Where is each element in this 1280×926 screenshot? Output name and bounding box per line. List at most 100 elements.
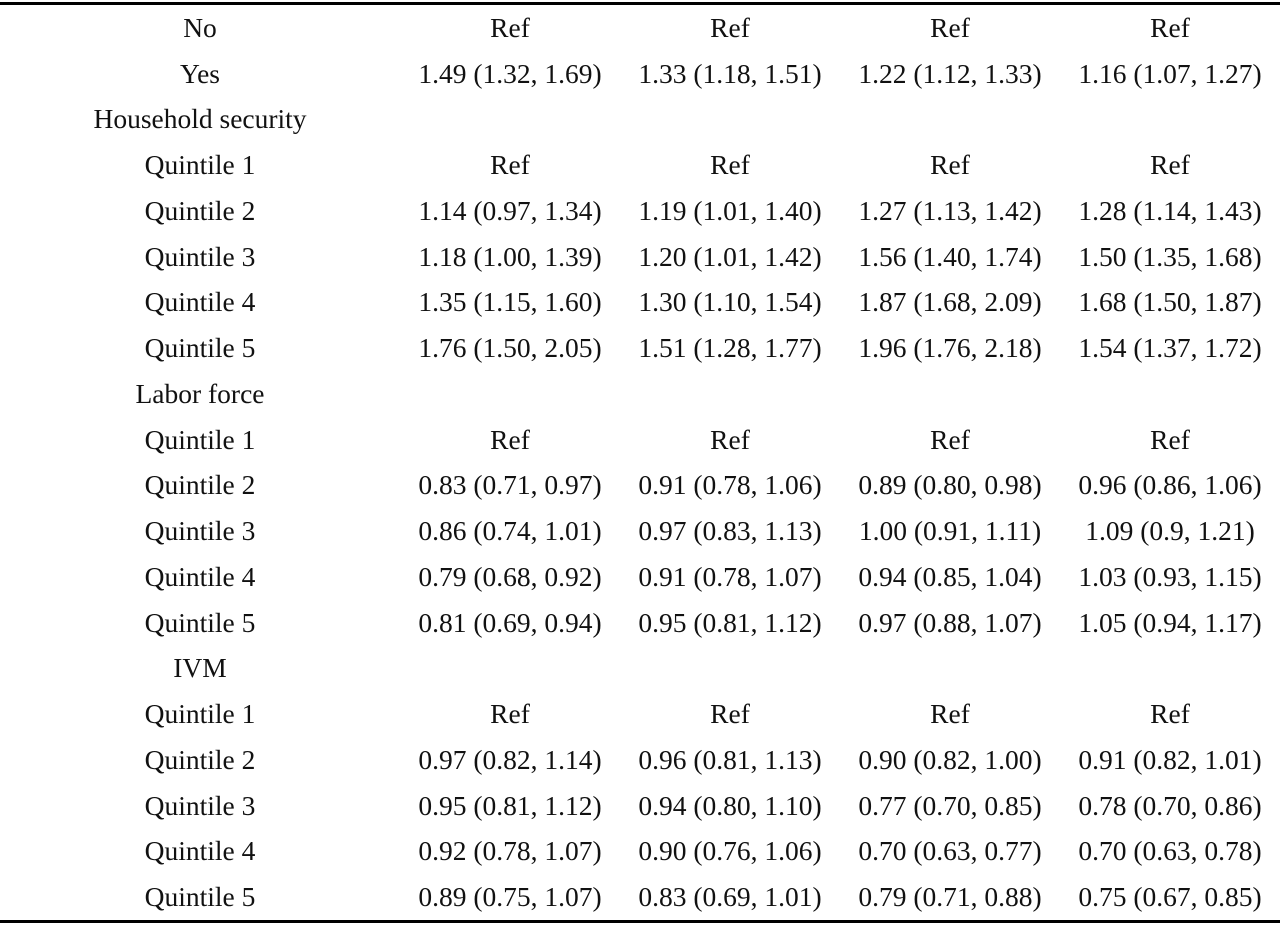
table-body: No Ref Ref Ref Ref Yes 1.49 (1.32, 1.69) 1.33 (… [0, 4, 1280, 922]
cell-value: 0.96 (0.81, 1.13) [638, 743, 822, 775]
table-row: Quintile 4 0.92 (0.78, 1.07) 0.90 (0.76, 1… [0, 829, 1280, 875]
table-row: Quintile 5 1.76 (1.50, 2.05) 1.51 (1.28, 1… [0, 325, 1280, 371]
row-label: Quintile 5 [144, 332, 256, 364]
table-row: Quintile 1 Ref Ref Ref Ref [0, 142, 1280, 188]
cell-value: 0.78 (0.70, 0.86) [1078, 789, 1262, 821]
row-label: Quintile 2 [144, 743, 256, 775]
cell-value: Ref [710, 423, 750, 455]
cell-value: 0.91 (0.82, 1.01) [1078, 743, 1262, 775]
table-row: Yes 1.49 (1.32, 1.69) 1.33 (1.18, 1.51) 1.2… [0, 51, 1280, 97]
section-row: Labor force [0, 371, 1280, 417]
cell-value: 0.83 (0.69, 1.01) [638, 881, 822, 913]
table-row: Quintile 3 0.86 (0.74, 1.01) 0.97 (0.83, 1… [0, 508, 1280, 554]
cell-value: 1.35 (1.15, 1.60) [418, 286, 602, 318]
cell-value: 1.05 (0.94, 1.17) [1078, 606, 1262, 638]
table-row: Quintile 2 0.97 (0.82, 1.14) 0.96 (0.81, 1… [0, 737, 1280, 783]
cell-value: Ref [1150, 423, 1190, 455]
cell-value: Ref [930, 423, 970, 455]
cell-value: 0.89 (0.80, 0.98) [858, 469, 1042, 501]
cell-value: 0.97 (0.82, 1.14) [418, 743, 602, 775]
section-label: Household security [93, 103, 307, 135]
cell-value: 1.22 (1.12, 1.33) [858, 57, 1042, 89]
cell-value: 0.94 (0.80, 1.10) [638, 789, 822, 821]
empty-cell [400, 97, 620, 143]
cell-value: 0.97 (0.88, 1.07) [858, 606, 1042, 638]
table-row: No Ref Ref Ref Ref [0, 4, 1280, 51]
empty-cell [1060, 371, 1280, 417]
cell-value: 0.95 (0.81, 1.12) [638, 606, 822, 638]
cell-value: Ref [490, 423, 530, 455]
row-label: Quintile 4 [144, 835, 256, 867]
empty-cell [1060, 97, 1280, 143]
cell-value: 0.77 (0.70, 0.85) [858, 789, 1042, 821]
table-row: Quintile 1 Ref Ref Ref Ref [0, 417, 1280, 463]
cell-value: 0.79 (0.71, 0.88) [858, 881, 1042, 913]
table-row: Quintile 3 0.95 (0.81, 1.12) 0.94 (0.80, 1… [0, 783, 1280, 829]
row-label: Quintile 3 [144, 789, 256, 821]
cell-value: Ref [490, 11, 530, 43]
cell-value: Ref [930, 149, 970, 181]
cell-value: 1.03 (0.93, 1.15) [1078, 560, 1262, 592]
cell-value: 1.49 (1.32, 1.69) [418, 57, 602, 89]
section-label: IVM [173, 652, 227, 684]
cell-value: 1.18 (1.00, 1.39) [418, 240, 602, 272]
cell-value: 0.70 (0.63, 0.77) [858, 835, 1042, 867]
row-label: Quintile 1 [144, 698, 256, 730]
section-label: Labor force [135, 377, 265, 409]
cell-value: 0.90 (0.82, 1.00) [858, 743, 1042, 775]
row-label: Quintile 1 [144, 423, 256, 455]
empty-cell [400, 646, 620, 692]
empty-cell [840, 371, 1060, 417]
cell-value: 0.91 (0.78, 1.07) [638, 560, 822, 592]
cell-value: 1.00 (0.91, 1.11) [858, 515, 1042, 547]
row-label: Quintile 2 [144, 469, 256, 501]
row-label: Quintile 2 [144, 194, 256, 226]
table-row: Quintile 4 0.79 (0.68, 0.92) 0.91 (0.78, 1… [0, 554, 1280, 600]
cell-value: Ref [930, 11, 970, 43]
cell-value: 0.70 (0.63, 0.78) [1078, 835, 1262, 867]
cell-value: Ref [1150, 11, 1190, 43]
row-label: Quintile 3 [144, 240, 256, 272]
section-row: IVM [0, 646, 1280, 692]
row-label: Quintile 3 [144, 515, 256, 547]
cell-value: 0.79 (0.68, 0.92) [418, 560, 602, 592]
empty-cell [620, 97, 840, 143]
table-row: Quintile 5 0.81 (0.69, 0.94) 0.95 (0.81, 1… [0, 600, 1280, 646]
cell-value: Ref [1150, 149, 1190, 181]
cell-value: 1.33 (1.18, 1.51) [638, 57, 822, 89]
cell-value: 0.81 (0.69, 0.94) [418, 606, 602, 638]
cell-value: Ref [490, 698, 530, 730]
cell-value: 1.96 (1.76, 2.18) [858, 332, 1042, 364]
row-label: Yes [179, 57, 220, 89]
cell-value: Ref [930, 698, 970, 730]
table-row: Quintile 3 1.18 (1.00, 1.39) 1.20 (1.01, 1… [0, 234, 1280, 280]
cell-value: 1.28 (1.14, 1.43) [1078, 194, 1262, 226]
cell-value: 1.30 (1.10, 1.54) [638, 286, 822, 318]
cell-value: 0.89 (0.75, 1.07) [418, 881, 602, 913]
empty-cell [620, 371, 840, 417]
empty-cell [840, 646, 1060, 692]
cell-value: 0.86 (0.74, 1.01) [418, 515, 602, 547]
cell-value: 1.76 (1.50, 2.05) [418, 332, 602, 364]
section-row: Household security [0, 97, 1280, 143]
cell-value: 1.20 (1.01, 1.42) [638, 240, 822, 272]
cell-value: 0.83 (0.71, 0.97) [418, 469, 602, 501]
cell-value: 0.96 (0.86, 1.06) [1078, 469, 1262, 501]
cell-value: 0.94 (0.85, 1.04) [858, 560, 1042, 592]
empty-cell [840, 97, 1060, 143]
cell-value: 1.56 (1.40, 1.74) [858, 240, 1042, 272]
table-row: Quintile 5 0.89 (0.75, 1.07) 0.83 (0.69, 1… [0, 874, 1280, 921]
cell-value: 1.51 (1.28, 1.77) [638, 332, 822, 364]
cell-value: 0.95 (0.81, 1.12) [418, 789, 602, 821]
cell-value: 1.14 (0.97, 1.34) [418, 194, 602, 226]
cell-value: Ref [490, 149, 530, 181]
cell-value: 0.91 (0.78, 1.06) [638, 469, 822, 501]
cell-value: 1.68 (1.50, 1.87) [1078, 286, 1262, 318]
cell-value: 0.97 (0.83, 1.13) [638, 515, 822, 547]
table-row: Quintile 1 Ref Ref Ref Ref [0, 691, 1280, 737]
row-label: Quintile 4 [144, 286, 256, 318]
cell-value: 0.75 (0.67, 0.85) [1078, 881, 1262, 913]
table-row: Quintile 4 1.35 (1.15, 1.60) 1.30 (1.10, 1… [0, 280, 1280, 326]
